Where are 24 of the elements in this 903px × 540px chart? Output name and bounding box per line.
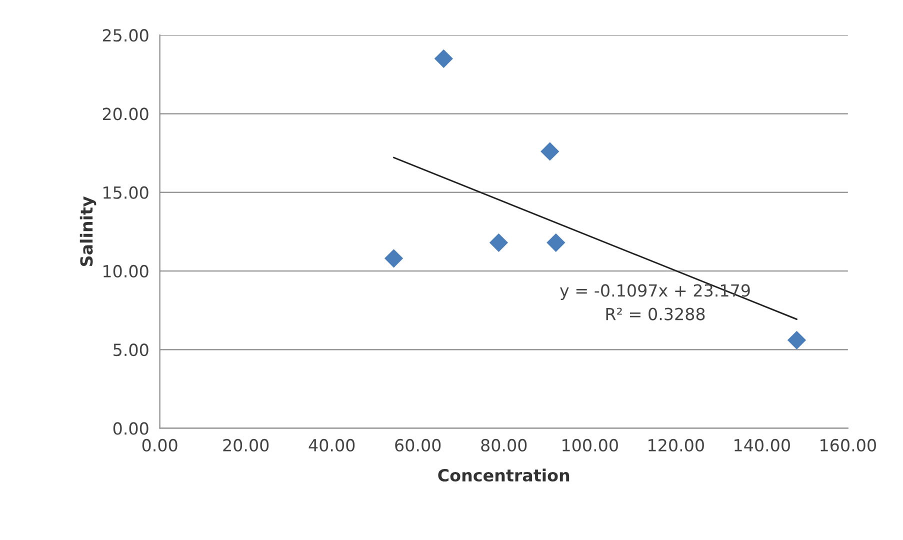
x-tick-label: 0.00 (142, 438, 178, 452)
y-tick-label: 15.00 (104, 186, 148, 199)
x-tick-label: 40.00 (308, 438, 355, 452)
x-tick-label: 100.00 (562, 438, 618, 452)
point (540, 142, 560, 161)
x-tick-label: 140.00 (734, 438, 790, 452)
y-axis-title: Salinity (80, 196, 96, 266)
point (787, 330, 806, 350)
y-tick-label: 10.00 (104, 264, 148, 278)
annotation: R² = 0.3288 (606, 308, 705, 320)
y-tick-label: 20.00 (102, 108, 148, 120)
x-tick-label: 120.00 (648, 438, 704, 452)
x-axis-title: Concentration (438, 468, 570, 482)
point (384, 249, 404, 268)
x-tick-label: 160.00 (820, 438, 876, 452)
x-tick-label: 60.00 (395, 438, 441, 452)
x-tick-label: 20.00 (223, 438, 269, 452)
y-tick-label: 25.00 (102, 29, 148, 42)
y-tick-label: 0.00 (113, 422, 148, 435)
point (489, 233, 508, 252)
y-tick-label: 5.00 (114, 344, 148, 356)
x-tick-label: 80.00 (481, 438, 527, 452)
point (434, 49, 453, 68)
point (546, 233, 566, 252)
